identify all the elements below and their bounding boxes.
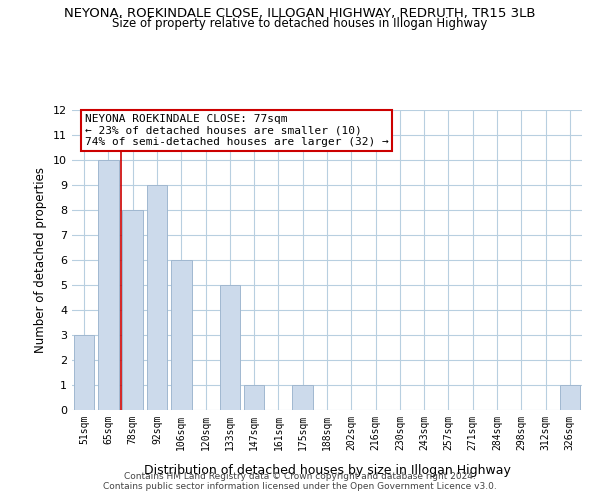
Bar (171, 260, 191, 410)
Text: Contains HM Land Registry data © Crown copyright and database right 2024.: Contains HM Land Registry data © Crown c… (124, 472, 476, 481)
Bar (292, 385, 313, 410)
Bar (98, 160, 119, 410)
Bar (122, 210, 143, 410)
Bar (220, 285, 240, 410)
X-axis label: Distribution of detached houses by size in Illogan Highway: Distribution of detached houses by size … (143, 464, 511, 477)
Bar (560, 385, 580, 410)
Y-axis label: Number of detached properties: Number of detached properties (34, 167, 47, 353)
Bar (244, 385, 265, 410)
Bar (74, 335, 94, 410)
Bar (146, 185, 167, 410)
Text: NEYONA, ROEKINDALE CLOSE, ILLOGAN HIGHWAY, REDRUTH, TR15 3LB: NEYONA, ROEKINDALE CLOSE, ILLOGAN HIGHWA… (64, 8, 536, 20)
Text: NEYONA ROEKINDALE CLOSE: 77sqm
← 23% of detached houses are smaller (10)
74% of : NEYONA ROEKINDALE CLOSE: 77sqm ← 23% of … (85, 114, 388, 147)
Text: Size of property relative to detached houses in Illogan Highway: Size of property relative to detached ho… (112, 18, 488, 30)
Text: Contains public sector information licensed under the Open Government Licence v3: Contains public sector information licen… (103, 482, 497, 491)
